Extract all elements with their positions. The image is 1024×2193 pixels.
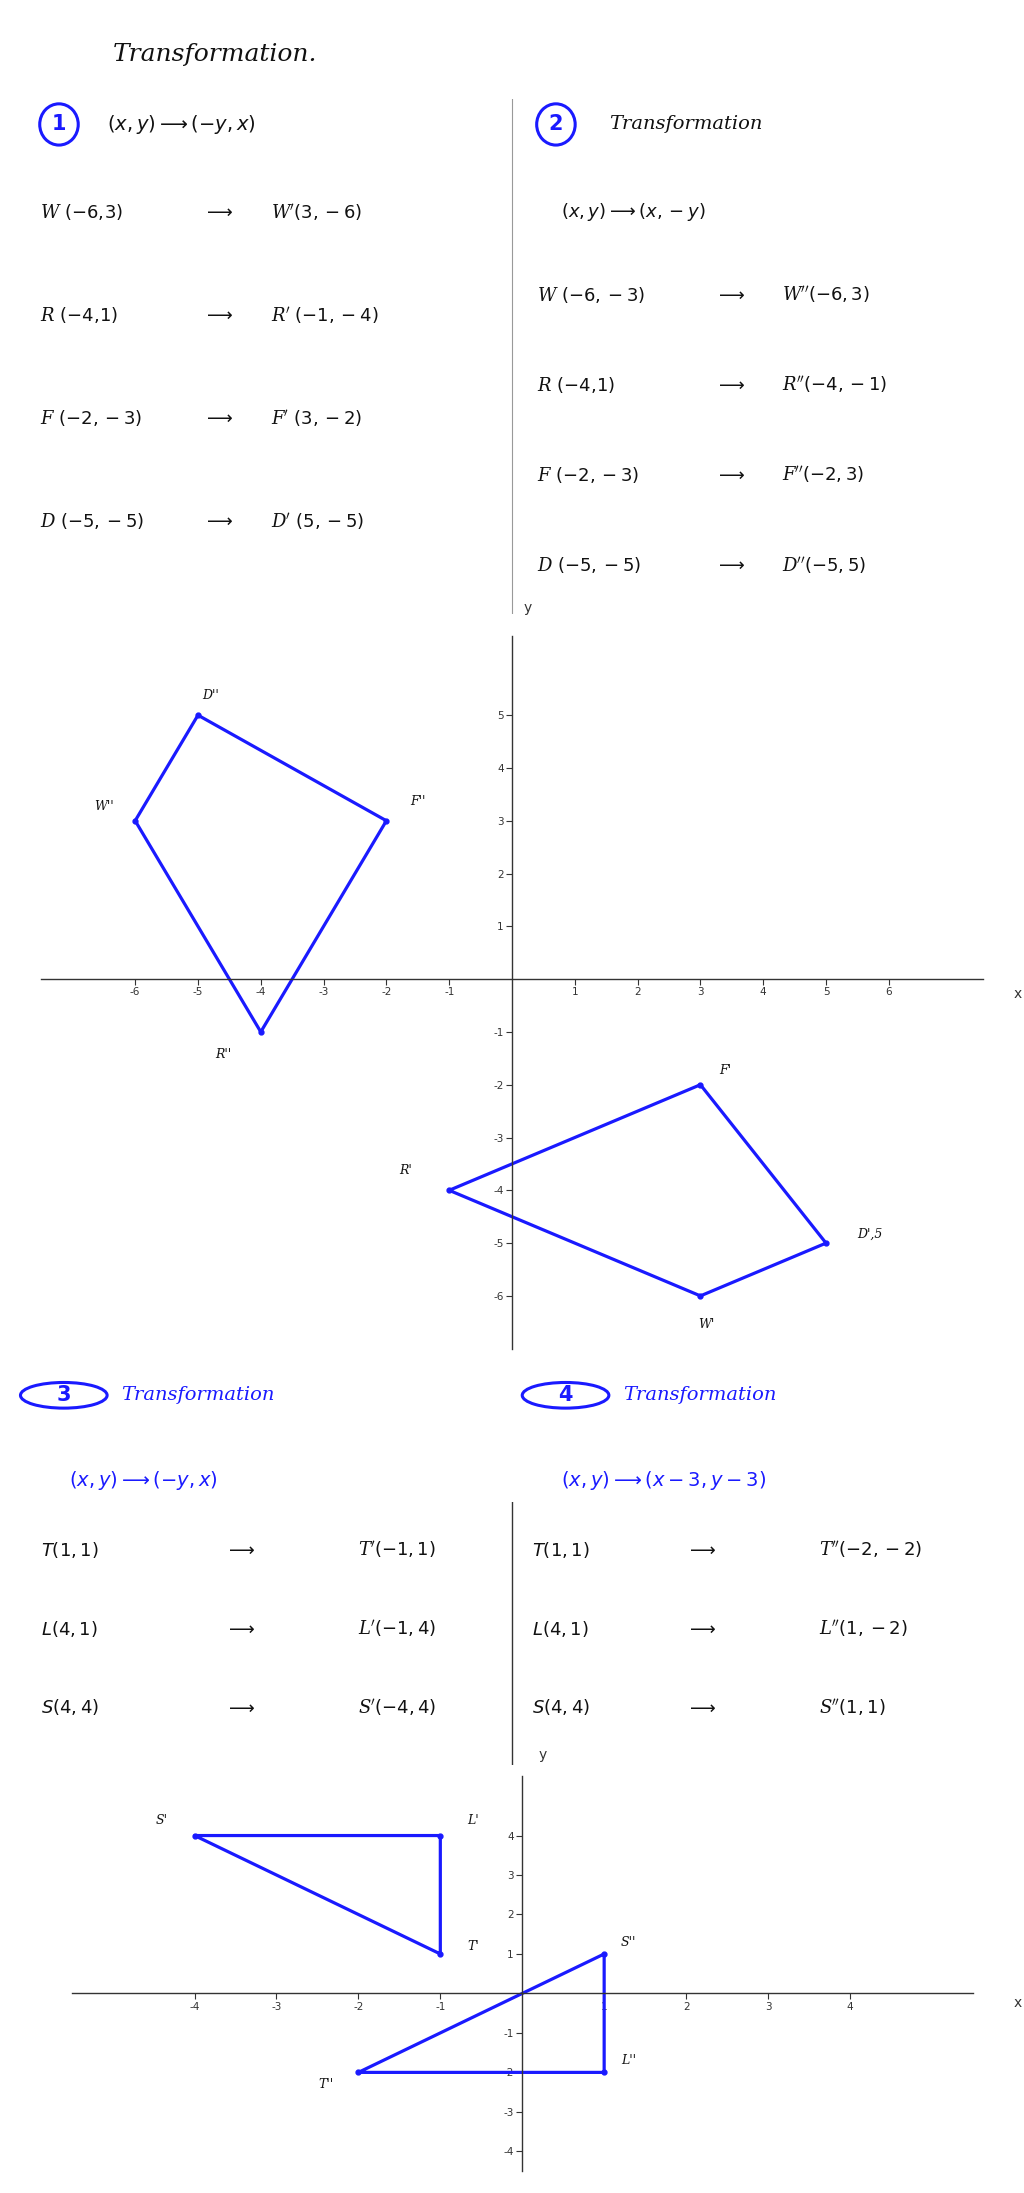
Text: $\longrightarrow$: $\longrightarrow$ xyxy=(686,1539,717,1559)
Text: 4: 4 xyxy=(558,1386,572,1406)
Text: D $(-5,-5)$: D $(-5,-5)$ xyxy=(40,511,144,531)
Text: R $(-4,\!1)$: R $(-4,\!1)$ xyxy=(537,375,615,395)
Text: F $(-2,-3)$: F $(-2,-3)$ xyxy=(40,408,142,428)
Text: L$'(-1,4)$: L$'(-1,4)$ xyxy=(358,1618,436,1638)
Text: $T(1,1)$: $T(1,1)$ xyxy=(532,1539,590,1559)
Text: W $(-6,-3)$: W $(-6,-3)$ xyxy=(537,285,645,305)
Text: D $(-5,-5)$: D $(-5,-5)$ xyxy=(537,555,641,575)
Text: $L(4,1)$: $L(4,1)$ xyxy=(532,1618,589,1638)
Text: D$'$ $(5,-5)$: D$'$ $(5,-5)$ xyxy=(270,511,365,531)
Text: F $(-2,-3)$: F $(-2,-3)$ xyxy=(537,465,639,485)
Text: L$''(1,-2)$: L$''(1,-2)$ xyxy=(819,1618,907,1638)
Text: $\longrightarrow$: $\longrightarrow$ xyxy=(686,1697,717,1717)
Text: W$''(-6,3)$: W$''(-6,3)$ xyxy=(782,285,870,305)
Text: T$''(-2,-2)$: T$''(-2,-2)$ xyxy=(819,1539,923,1559)
Text: x: x xyxy=(1014,987,1022,1000)
Text: $S(4,4)$: $S(4,4)$ xyxy=(41,1697,99,1717)
Text: 2: 2 xyxy=(549,114,563,134)
Text: W$'(3,-6)$: W$'(3,-6)$ xyxy=(270,202,362,221)
Text: R$'$ $(-1,-4)$: R$'$ $(-1,-4)$ xyxy=(270,305,378,325)
Text: Transformation.: Transformation. xyxy=(113,44,317,66)
Text: $(x,y) \longrightarrow (x, -y)$: $(x,y) \longrightarrow (x, -y)$ xyxy=(561,202,706,224)
Text: $L(4,1)$: $L(4,1)$ xyxy=(41,1618,97,1638)
Text: S': S' xyxy=(156,1814,168,1827)
Text: F$'$ $(3,-2)$: F$'$ $(3,-2)$ xyxy=(270,408,362,428)
Text: F'': F'' xyxy=(410,794,426,807)
Text: F': F' xyxy=(720,1064,731,1077)
Text: $\longrightarrow$: $\longrightarrow$ xyxy=(204,204,233,221)
Text: $\longrightarrow$: $\longrightarrow$ xyxy=(715,465,745,485)
Text: 1: 1 xyxy=(52,114,67,134)
Text: $\longrightarrow$: $\longrightarrow$ xyxy=(715,557,745,575)
Text: $(x, y) \longrightarrow (-y, x)$: $(x, y) \longrightarrow (-y, x)$ xyxy=(108,114,256,136)
Text: D'': D'' xyxy=(202,689,219,702)
Text: W $(-6,\!3)$: W $(-6,\!3)$ xyxy=(40,202,123,221)
Text: T$'(-1,1)$: T$'(-1,1)$ xyxy=(358,1539,436,1559)
Text: $\longrightarrow$: $\longrightarrow$ xyxy=(204,307,233,325)
Text: T': T' xyxy=(467,1941,479,1954)
Text: $\longrightarrow$: $\longrightarrow$ xyxy=(686,1618,717,1638)
Text: S$''(1,1)$: S$''(1,1)$ xyxy=(819,1697,886,1717)
Text: D$''(-5,5)$: D$''(-5,5)$ xyxy=(782,555,866,575)
Text: $\longrightarrow$: $\longrightarrow$ xyxy=(225,1539,256,1559)
Text: $(x, y) \longrightarrow(x-3, y-3)$: $(x, y) \longrightarrow(x-3, y-3)$ xyxy=(561,1469,766,1491)
Text: $\longrightarrow$: $\longrightarrow$ xyxy=(204,410,233,428)
Text: Transformation: Transformation xyxy=(122,1386,274,1404)
Text: y: y xyxy=(523,601,531,616)
Text: R': R' xyxy=(399,1164,412,1178)
Text: $S(4,4)$: $S(4,4)$ xyxy=(532,1697,591,1717)
Text: S$'(-4,4)$: S$'(-4,4)$ xyxy=(358,1697,436,1717)
Text: W': W' xyxy=(698,1318,715,1331)
Text: L'': L'' xyxy=(622,2055,636,2068)
Text: F$''(-2,3)$: F$''(-2,3)$ xyxy=(782,465,864,485)
Text: W'': W'' xyxy=(94,800,114,814)
Text: D',5: D',5 xyxy=(857,1228,883,1241)
Text: $\longrightarrow$: $\longrightarrow$ xyxy=(715,285,745,303)
Text: $(x, y) \longrightarrow (-y, x)$: $(x, y) \longrightarrow (-y, x)$ xyxy=(69,1469,217,1491)
Text: L': L' xyxy=(467,1814,479,1827)
Text: Transformation: Transformation xyxy=(624,1386,776,1404)
Text: x: x xyxy=(1014,1996,1022,2011)
Text: $\longrightarrow$: $\longrightarrow$ xyxy=(225,1618,256,1638)
Text: $\longrightarrow$: $\longrightarrow$ xyxy=(204,513,233,531)
Text: $\longrightarrow$: $\longrightarrow$ xyxy=(225,1697,256,1717)
Text: 3: 3 xyxy=(56,1386,71,1406)
Text: y: y xyxy=(539,1748,547,1761)
Text: S'': S'' xyxy=(621,1936,637,1950)
Text: $\longrightarrow$: $\longrightarrow$ xyxy=(715,375,745,395)
Text: R$''(-4,-1)$: R$''(-4,-1)$ xyxy=(782,375,888,395)
Text: T'': T'' xyxy=(318,2079,333,2092)
Text: R'': R'' xyxy=(215,1048,231,1061)
Text: $T(1,1)$: $T(1,1)$ xyxy=(41,1539,98,1559)
Text: Transformation: Transformation xyxy=(609,116,762,134)
Text: R $(-4,\!1)$: R $(-4,\!1)$ xyxy=(40,305,118,325)
